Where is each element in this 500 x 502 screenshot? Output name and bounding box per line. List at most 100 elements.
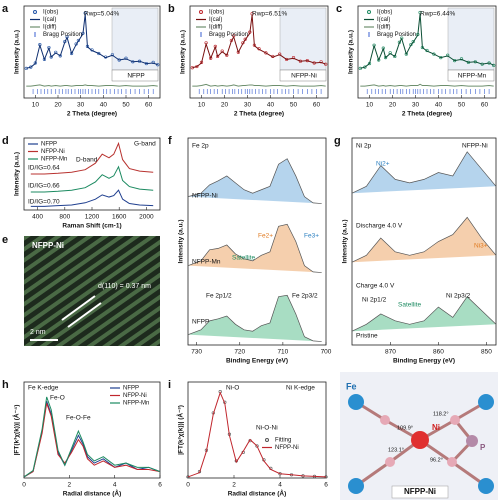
legend-label: I(cal) <box>209 17 222 23</box>
tem-image: e NFPP-Ni d(110) = 0.37 nm 2 nm <box>2 234 160 346</box>
annotation: Fe-O-Fe <box>66 415 91 422</box>
panel: h 0 2 4 6 Radial distance (Å) |FT(k³χ(k))| (Å⁻… <box>2 379 162 498</box>
legend-label: I(obs) <box>209 10 224 16</box>
x-tick-label: 0 <box>186 482 190 489</box>
data-line <box>23 403 161 478</box>
atom-label: Ni <box>432 423 440 432</box>
x-tick-label: 700 <box>321 349 332 356</box>
x-tick-label: 30 <box>412 102 420 109</box>
annotation: Satellite <box>232 255 256 262</box>
angle-label: 123.1° <box>388 447 404 453</box>
panel-letter: e <box>2 234 8 246</box>
spectrum <box>351 296 497 332</box>
plot-frame <box>189 5 329 99</box>
x-tick-label: 50 <box>290 102 298 109</box>
plot-frame <box>187 381 327 479</box>
legend-label: I(obs) <box>377 10 392 16</box>
data-line <box>192 14 326 69</box>
scale-label: 2 nm <box>30 329 46 336</box>
panel: i 0 2 4 6 Radial distance (Å) |FT(k²χ(k))| (Å⁻… <box>168 379 328 498</box>
data-line <box>30 165 154 193</box>
fringe-line <box>61 295 96 321</box>
legend-label: Bragg Position <box>43 32 82 38</box>
x-axis-label: 2 Theta (degree) <box>402 111 452 118</box>
data-point <box>54 50 58 54</box>
structure-diagram: j Fe Ni P 109.9° 118.2° 123.1° 96.2° NFP… <box>340 372 498 500</box>
x-tick-label: 4 <box>113 482 117 489</box>
inset-label-box <box>447 69 495 82</box>
y-axis-label: Intensity (a.u.) <box>14 30 21 74</box>
data-point <box>446 53 450 57</box>
panel-letter: d <box>2 135 9 147</box>
angle-label: 96.2° <box>430 457 443 463</box>
x-tick-label: 730 <box>191 349 202 356</box>
annotation: Satellite <box>398 302 422 309</box>
x-tick-label: 10 <box>198 102 206 109</box>
data-line <box>26 14 158 69</box>
data-point <box>110 53 114 57</box>
x-tick-label: 20 <box>389 102 397 109</box>
lattice-image <box>24 236 160 346</box>
data-line <box>360 13 494 69</box>
x-tick-label: 850 <box>481 349 492 356</box>
annotation: ID/IG=0.70 <box>28 199 60 206</box>
data-point <box>388 51 392 55</box>
panel-letter: h <box>2 379 9 391</box>
x-tick-label: 1200 <box>85 214 100 221</box>
x-tick-label: 860 <box>433 349 444 356</box>
x-tick-label: 800 <box>59 214 70 221</box>
x-tick-label: 60 <box>313 102 321 109</box>
x-tick-label: 6 <box>324 482 328 489</box>
x-tick-label: 20 <box>221 102 229 109</box>
annotation: Rwp=6.51% <box>252 11 287 18</box>
panel-letter: f <box>168 135 172 147</box>
annotation: Ni K-edge <box>286 385 315 392</box>
series-label: Pristine <box>356 333 378 340</box>
annotation: Fe 2p1/2 <box>206 293 232 300</box>
x-axis-label: Radial distance (Å) <box>63 489 122 498</box>
y-axis-label: Intensity (a.u.) <box>178 219 185 263</box>
legend-marker <box>265 438 269 442</box>
legend-label: I(diff) <box>377 25 391 31</box>
panel-letter: c <box>336 3 342 15</box>
x-tick-label: 2 <box>68 482 72 489</box>
annotation: Ni 2p <box>356 143 372 150</box>
image-label: NFPP-Ni <box>32 241 64 250</box>
annotation: ID/IG=0.64 <box>28 165 60 172</box>
data-point <box>432 52 436 56</box>
series-label: NFPP-Ni <box>192 193 218 200</box>
series-label: NFPP <box>192 319 209 326</box>
o-atom <box>447 457 457 467</box>
annotation: NFPP-Mn <box>458 73 487 80</box>
legend-label: I(obs) <box>43 10 58 16</box>
annotation: Fe-O <box>50 395 65 402</box>
inset-label-box <box>279 69 327 82</box>
x-axis-label: Radial distance (Å) <box>228 489 287 498</box>
o-atom <box>380 415 390 425</box>
x-tick-label: 0 <box>22 482 26 489</box>
x-tick-label: 4 <box>278 482 282 489</box>
annotation: Rwp=6.44% <box>420 11 455 18</box>
legend-label: NFPP-Ni <box>275 445 299 451</box>
legend-label: NFPP <box>41 142 57 148</box>
x-axis-label: 2 Theta (degree) <box>67 111 117 118</box>
title-box <box>391 485 449 499</box>
x-tick-label: 710 <box>277 349 288 356</box>
annotation: Ni 2p3/2 <box>446 293 471 300</box>
annotation: Ni 2p1/2 <box>362 297 387 304</box>
x-tick-label: 6 <box>158 482 162 489</box>
legend-label: I(diff) <box>43 25 57 31</box>
series-label: Discharge 4.0 V <box>356 223 403 230</box>
panel: d 400 800 1200 1600 2000 Raman Shift (cm-1) Int… <box>2 135 161 230</box>
panel: f 730 720 710 700 Binding Energy (eV) Intensit… <box>168 135 332 365</box>
annotation: Ni-O <box>226 385 239 392</box>
data-point <box>291 56 296 60</box>
diagram-title: NFPP-Ni <box>404 487 436 496</box>
panel-letter: a <box>2 3 9 15</box>
data-line <box>187 391 327 478</box>
y-axis-label: Intensity (a.u.) <box>342 219 349 263</box>
plot-frame <box>187 137 327 346</box>
x-tick-label: 720 <box>234 349 245 356</box>
y-axis-label: Intensity (a.u.) <box>180 30 187 74</box>
